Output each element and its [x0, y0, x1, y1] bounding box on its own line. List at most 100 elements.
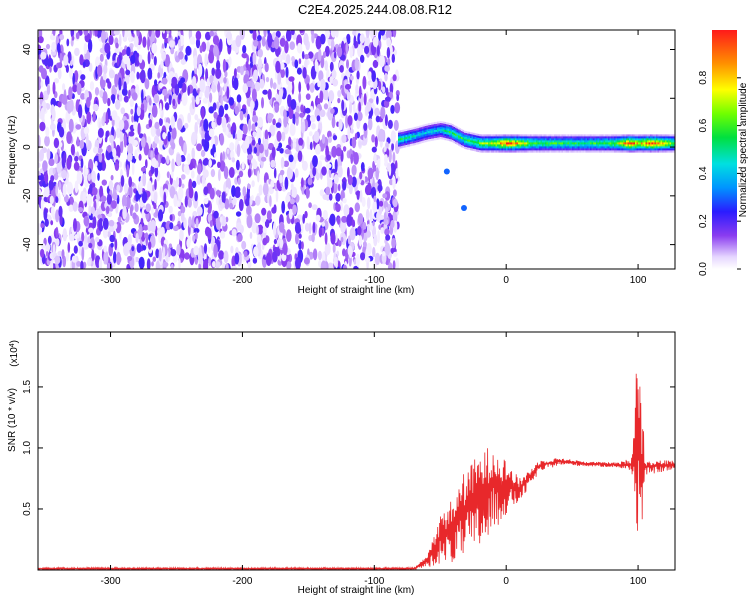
band-cell	[603, 146, 606, 149]
noise-cell	[119, 131, 124, 142]
band-cell	[413, 141, 415, 144]
noise-cell	[181, 206, 186, 214]
band-cell	[591, 142, 594, 145]
noise-cell	[337, 183, 341, 192]
noise-cell	[303, 257, 310, 265]
band-cell	[456, 132, 459, 135]
noise-cell	[291, 80, 295, 95]
band-cell	[618, 140, 621, 143]
noise-cell	[194, 191, 198, 202]
band-cell	[507, 146, 510, 149]
band-cell	[579, 134, 582, 137]
band-cell	[522, 140, 525, 143]
band-cell	[588, 150, 591, 153]
band-cell	[659, 144, 661, 147]
band-cell	[555, 148, 558, 151]
band-cell	[552, 146, 555, 149]
noise-cell	[392, 74, 397, 82]
band-cell	[611, 148, 613, 151]
noise-cell	[82, 191, 87, 204]
band-cell	[591, 144, 594, 147]
noise-cell	[63, 54, 69, 66]
band-cell	[642, 146, 645, 149]
noise-cell	[49, 65, 52, 73]
noise-cell	[257, 35, 262, 41]
band-cell	[569, 136, 571, 139]
noise-cell	[105, 111, 109, 126]
band-cell	[458, 143, 460, 146]
band-cell	[591, 136, 594, 139]
band-cell	[407, 142, 409, 145]
band-cell	[618, 148, 621, 151]
noise-cell	[275, 60, 281, 74]
noise-cell	[142, 172, 147, 187]
noise-cell	[167, 131, 171, 142]
band-cell	[462, 137, 465, 141]
band-cell	[458, 131, 460, 134]
noise-cell	[395, 90, 400, 97]
band-cell	[476, 149, 478, 152]
noise-cell	[257, 224, 264, 235]
noise-cell	[55, 238, 60, 247]
band-cell	[539, 134, 541, 137]
noise-cell	[283, 160, 290, 167]
noise-cell	[261, 36, 266, 47]
noise-cell	[281, 200, 286, 214]
band-cell	[605, 136, 607, 139]
band-cell	[548, 148, 550, 151]
noise-cell	[319, 155, 326, 161]
band-cell	[593, 138, 595, 141]
noise-cell	[122, 205, 127, 220]
band-cell	[576, 144, 579, 147]
band-cell	[626, 134, 628, 137]
band-cell	[536, 140, 538, 143]
band-cell	[579, 138, 582, 141]
band-cell	[582, 150, 585, 153]
band-cell	[411, 135, 414, 138]
band-cell	[599, 142, 601, 145]
band-cell	[635, 136, 637, 139]
band-cell	[404, 129, 406, 132]
noise-cell	[222, 151, 226, 162]
band-cell	[633, 140, 636, 143]
band-cell	[458, 129, 460, 132]
noise-cell	[392, 198, 398, 208]
noise-cell	[200, 149, 206, 158]
noise-cell	[158, 230, 161, 244]
band-cell	[614, 138, 616, 141]
band-cell	[440, 137, 442, 140]
noise-cell	[59, 34, 65, 41]
band-cell	[429, 123, 432, 126]
noise-cell	[150, 191, 154, 197]
band-cell	[612, 134, 615, 137]
band-cell	[600, 136, 603, 139]
band-cell	[408, 132, 411, 135]
band-cell	[621, 134, 624, 137]
band-cell	[540, 136, 543, 139]
x-tick-label: 100	[630, 576, 647, 587]
band-cell	[587, 144, 589, 147]
band-cell	[530, 138, 532, 141]
band-cell	[489, 134, 492, 137]
noise-cell	[285, 66, 289, 78]
band-cell	[480, 138, 483, 141]
band-cell	[500, 148, 502, 151]
noise-cell	[379, 215, 384, 220]
noise-cell	[233, 68, 237, 79]
band-cell	[597, 148, 600, 151]
band-cell	[497, 144, 499, 147]
band-cell	[450, 133, 453, 136]
noise-cell	[128, 131, 135, 137]
noise-cell	[381, 86, 386, 94]
band-cell	[669, 144, 672, 147]
band-cell	[408, 130, 411, 133]
noise-cell	[166, 155, 170, 165]
band-cell	[527, 142, 529, 145]
band-cell	[641, 140, 643, 143]
noise-cell	[392, 260, 396, 269]
noise-cell	[385, 234, 391, 241]
band-cell	[453, 137, 456, 140]
noise-cell	[54, 255, 61, 265]
band-cell	[401, 144, 403, 147]
band-cell	[591, 134, 594, 137]
